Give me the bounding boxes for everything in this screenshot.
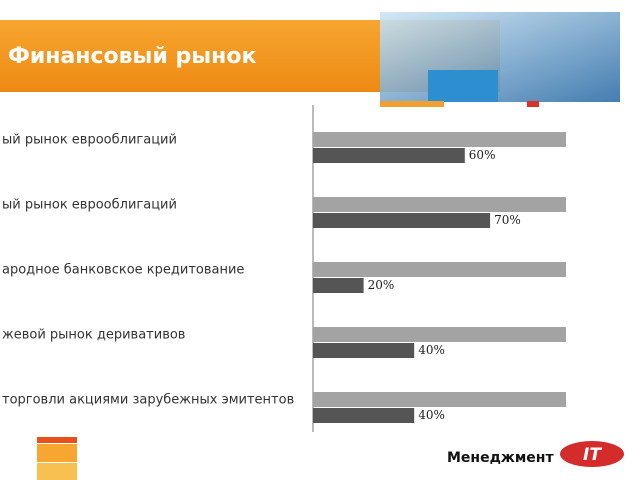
bar xyxy=(313,148,465,163)
slide-title: Финансовый рынок xyxy=(8,44,256,69)
value-label: 60% xyxy=(469,148,496,162)
decor-square xyxy=(37,444,77,462)
value-label: 20% xyxy=(368,278,395,292)
bar xyxy=(313,213,491,228)
decor-square xyxy=(37,437,77,443)
category-label: ародное банковское кредитование xyxy=(2,263,244,278)
bar xyxy=(313,132,566,147)
category-label: ый рынок еврооблигаций xyxy=(2,198,177,213)
decor-bar xyxy=(380,101,444,107)
decor-block xyxy=(428,70,498,102)
bar xyxy=(313,343,415,358)
decor-square xyxy=(37,463,77,480)
bar xyxy=(313,408,415,423)
logo-text: IT xyxy=(583,445,602,465)
value-label: 70% xyxy=(494,213,521,227)
bar xyxy=(313,327,566,342)
value-label: 40% xyxy=(418,343,445,357)
logo xyxy=(560,441,624,467)
footer-text: Менеджмент xyxy=(447,450,554,466)
category-label: ый рынок еврооблигаций xyxy=(2,133,177,148)
header-image xyxy=(380,12,620,102)
bar xyxy=(313,278,364,293)
bar xyxy=(313,262,566,277)
bar xyxy=(313,392,566,407)
category-label: торговли акциями зарубежных эмитентов xyxy=(2,393,294,408)
bar xyxy=(313,197,566,212)
category-label: жевой рынок деривативов xyxy=(2,328,185,343)
value-label: 40% xyxy=(418,408,445,422)
decor-bar xyxy=(527,101,539,107)
